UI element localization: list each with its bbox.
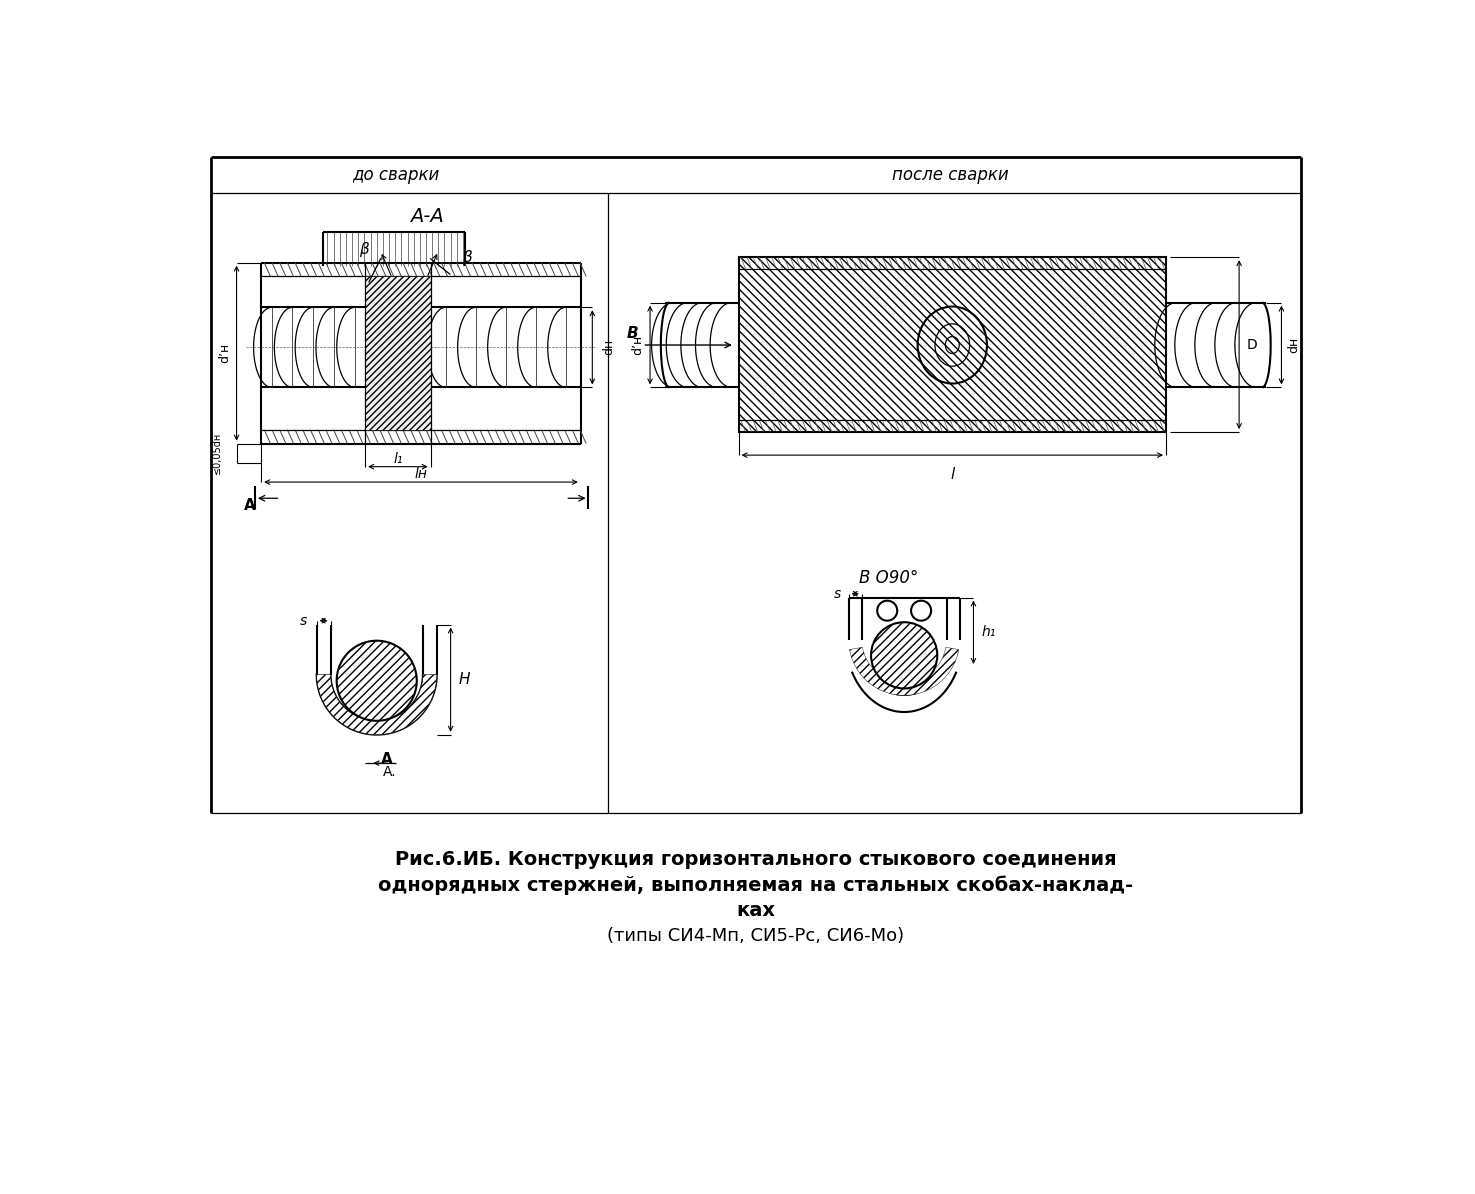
Text: dн: dн xyxy=(1288,337,1301,353)
Text: ≤0,05dн: ≤0,05dн xyxy=(212,432,223,474)
Circle shape xyxy=(912,601,931,621)
Text: A: A xyxy=(243,498,255,512)
Wedge shape xyxy=(317,675,437,734)
Wedge shape xyxy=(850,647,959,695)
Text: после сварки: после сварки xyxy=(892,166,1009,184)
Text: l: l xyxy=(950,467,954,481)
Text: l₁: l₁ xyxy=(394,453,403,466)
Text: β: β xyxy=(462,250,472,265)
Text: Рис.6.ИБ. Конструкция горизонтального стыкового соединения: Рис.6.ИБ. Конструкция горизонтального ст… xyxy=(395,850,1117,869)
Text: ках: ках xyxy=(736,900,774,919)
Text: d’н: d’н xyxy=(631,334,645,355)
Text: s: s xyxy=(299,614,307,628)
Text: d’н: d’н xyxy=(218,343,232,363)
Text: однорядных стержней, выполняемая на стальных скобах-наклад-: однорядных стержней, выполняемая на стал… xyxy=(378,875,1133,894)
Text: dн: dн xyxy=(602,339,615,356)
Circle shape xyxy=(878,601,897,621)
Text: A-A: A-A xyxy=(410,207,444,226)
Text: D: D xyxy=(1246,338,1258,352)
Polygon shape xyxy=(366,277,431,430)
Text: A.: A. xyxy=(384,764,397,778)
Circle shape xyxy=(336,641,417,721)
Text: s: s xyxy=(833,586,841,601)
Text: A: A xyxy=(381,752,392,767)
Text: до сварки: до сварки xyxy=(353,166,440,184)
Text: H: H xyxy=(459,672,471,687)
Text: (типы СИ4-Мп, СИ5-Рс, СИ6-Мо): (типы СИ4-Мп, СИ5-Рс, СИ6-Мо) xyxy=(608,927,904,944)
Circle shape xyxy=(872,622,937,689)
Text: B Ο90°: B Ο90° xyxy=(858,570,919,587)
Text: β: β xyxy=(358,242,369,257)
Text: B: B xyxy=(627,326,639,341)
Text: lн: lн xyxy=(414,467,428,481)
Text: h₁: h₁ xyxy=(981,626,996,639)
Polygon shape xyxy=(739,257,1165,432)
